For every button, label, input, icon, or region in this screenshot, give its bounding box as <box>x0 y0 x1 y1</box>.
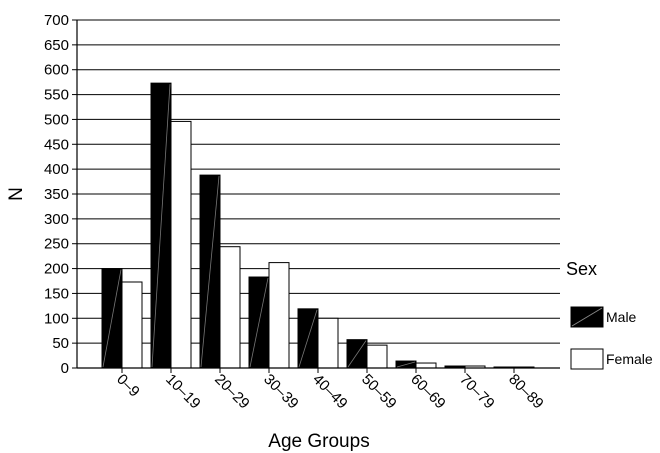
bars <box>101 82 535 369</box>
y-tick-label: 50 <box>52 335 69 352</box>
x-tick-label: 50–59 <box>358 371 400 413</box>
bar-female <box>415 362 437 369</box>
y-tick-label: 100 <box>44 310 69 327</box>
legend: Sex Male Female <box>566 259 653 370</box>
gridlines <box>77 19 560 344</box>
x-tick-label: 30–39 <box>260 371 302 413</box>
y-tick-label: 400 <box>44 161 69 178</box>
y-tick-label: 550 <box>44 87 69 104</box>
bar-female <box>170 120 192 369</box>
y-tick-label: 300 <box>44 211 69 228</box>
x-tick-label: 40–49 <box>309 371 351 413</box>
y-tick-label: 200 <box>44 261 69 278</box>
legend-item-female: Female <box>570 348 653 370</box>
bar-hatch <box>102 269 122 368</box>
y-tick-labels: 0 50 100 150 200 250 300 350 400 450 500 550 600 650 7… <box>44 12 77 377</box>
y-tick-label: 150 <box>44 285 69 302</box>
bar-hatch <box>249 277 269 368</box>
legend-swatch-female <box>570 348 604 370</box>
y-tick-label: 600 <box>44 62 69 79</box>
legend-label-male: Male <box>606 309 637 325</box>
y-tick-label: 450 <box>44 136 69 153</box>
bar-hatch <box>151 84 171 368</box>
x-tick-label: 70–79 <box>456 371 498 413</box>
bar-hatch <box>200 176 220 368</box>
y-tick-label: 0 <box>61 360 69 377</box>
bar-female <box>219 246 241 369</box>
y-tick-label: 350 <box>44 186 69 203</box>
legend-item-male: Male <box>570 306 637 328</box>
y-axis-title: N <box>6 187 27 201</box>
legend-title: Sex <box>566 259 597 279</box>
legend-label-female: Female <box>606 351 653 367</box>
bar-female <box>121 281 143 369</box>
bar-female <box>366 344 388 369</box>
bar-female <box>268 262 290 369</box>
x-tick-label: 20–29 <box>211 371 253 413</box>
bar-hatch <box>396 361 416 368</box>
y-tick-label: 500 <box>44 111 69 128</box>
x-tick-label: 60–69 <box>407 371 449 413</box>
y-tick-label: 250 <box>44 236 69 253</box>
x-tick-label: 80–89 <box>505 371 547 413</box>
x-axis-title: Age Groups <box>268 431 369 452</box>
bar-hatch <box>298 309 318 368</box>
legend-swatch-male-hatch <box>571 307 603 327</box>
y-tick-label: 650 <box>44 37 69 54</box>
x-tick-labels: 0–9 10–19 20–29 30–39 40–49 50–59 60–69 70–79 80… <box>113 368 547 412</box>
x-tick-label: 10–19 <box>162 371 204 413</box>
bar-hatch <box>347 340 367 368</box>
y-tick-label: 700 <box>44 12 69 29</box>
x-tick-label: 0–9 <box>113 371 143 401</box>
bar-female <box>317 317 339 369</box>
